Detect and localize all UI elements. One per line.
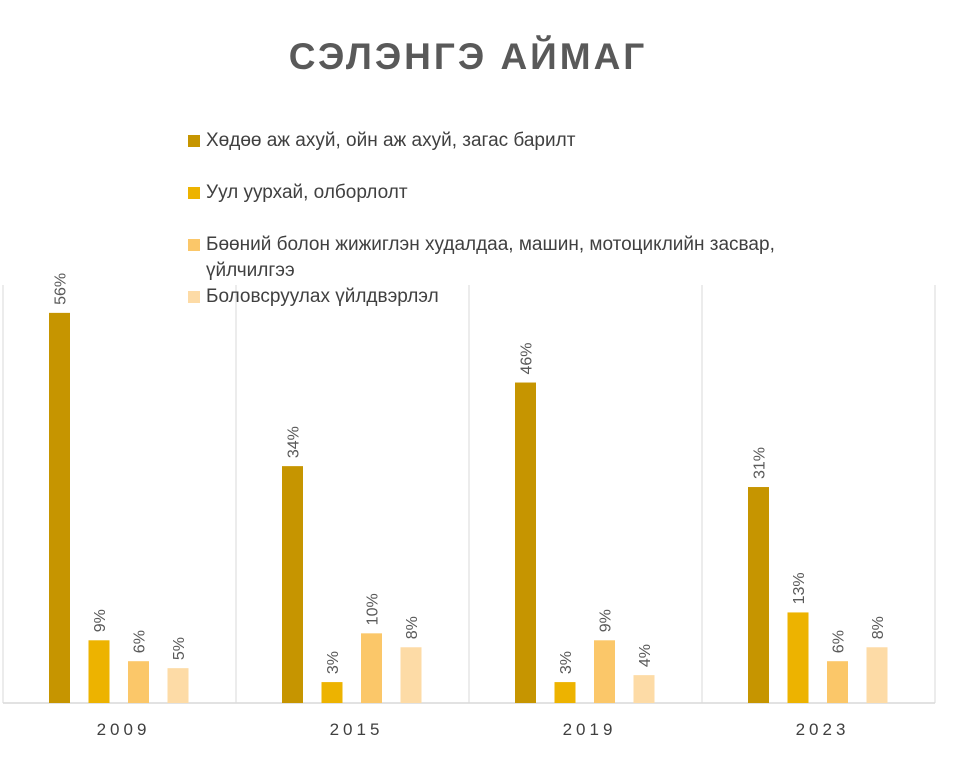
legend-item: Боловсруулах үйлдвэрлэл [188, 284, 848, 310]
bar [128, 661, 149, 703]
x-tick-label: 2023 [796, 720, 850, 739]
data-label: 46% [519, 343, 536, 375]
bar [282, 466, 303, 703]
legend-label: Уул уурхай, олборлолт [206, 182, 408, 203]
x-tick-label: 2019 [563, 720, 617, 739]
x-tick-label: 2015 [330, 720, 384, 739]
x-tick-label: 2009 [97, 720, 151, 739]
data-label: 56% [53, 273, 70, 305]
data-label: 31% [752, 447, 769, 479]
bar [594, 640, 615, 703]
bar [515, 382, 536, 703]
bar [400, 647, 422, 703]
bar [321, 682, 343, 703]
legend-label: Бөөний болон жижиглэн худалдаа, машин, м… [206, 234, 775, 281]
data-label: 10% [365, 593, 382, 625]
legend-item: Уул уурхай, олборлолт [188, 180, 848, 206]
data-label: 13% [791, 572, 808, 604]
legend-item: Бөөний болон жижиглэн худалдаа, машин, м… [188, 232, 808, 284]
bar [787, 612, 809, 703]
data-label: 9% [92, 609, 109, 632]
legend-label: Боловсруулах үйлдвэрлэл [206, 286, 439, 307]
bar [554, 682, 576, 703]
legend-swatch [188, 291, 200, 303]
bar [49, 312, 70, 703]
legend-label: Хөдөө аж ахуй, ойн аж ахуй, загас барилт [206, 130, 576, 151]
data-label: 8% [404, 616, 421, 639]
data-label: 3% [325, 651, 342, 674]
legend-item: Хөдөө аж ахуй, ойн аж ахуй, загас барилт [188, 128, 848, 154]
legend-swatch [188, 135, 200, 147]
data-label: 6% [132, 630, 149, 653]
data-label: 6% [831, 630, 848, 653]
data-label: 8% [870, 616, 887, 639]
legend: Хөдөө аж ахуй, ойн аж ахуй, загас барилт… [188, 128, 848, 310]
bar [633, 675, 655, 703]
bar [748, 487, 769, 703]
data-label: 34% [286, 426, 303, 458]
data-label: 9% [598, 609, 615, 632]
bar [88, 640, 110, 703]
data-label: 3% [558, 651, 575, 674]
legend-swatch [188, 239, 200, 251]
bar [866, 647, 888, 703]
bar [167, 668, 189, 703]
bar [827, 661, 848, 703]
data-label: 4% [637, 644, 654, 667]
data-label: 5% [171, 637, 188, 660]
chart-title: СЭЛЭНГЭ АЙМАГ [288, 36, 648, 77]
bar [361, 633, 382, 703]
legend-swatch [188, 187, 200, 199]
